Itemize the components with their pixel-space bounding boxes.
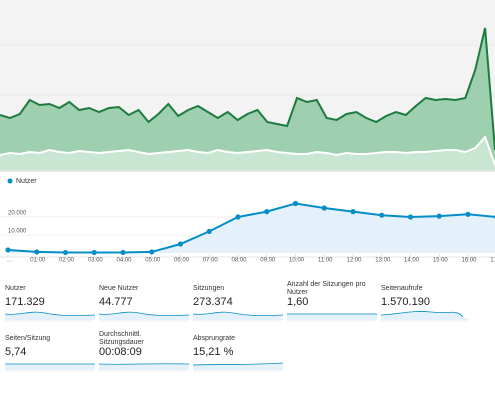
sparkline-fill — [5, 312, 95, 320]
area-line — [0, 27, 495, 151]
point — [465, 211, 471, 217]
point — [379, 212, 385, 218]
point — [177, 241, 184, 247]
metric-label: Durchschnittl. Sitzungsdauer — [99, 331, 144, 346]
point — [292, 200, 299, 207]
x-tick-label: 10:00 — [289, 258, 305, 264]
line — [7, 202, 495, 254]
point — [34, 249, 40, 255]
area-line — [0, 135, 495, 166]
y-tick-label: 10.000 — [8, 229, 27, 235]
x-tick-label: 16:00 — [461, 258, 477, 264]
metric-value: 1,60 — [287, 296, 308, 308]
metric-value: 273.374 — [193, 296, 233, 308]
metric-value: 00:08:09 — [99, 346, 142, 358]
sparkline-fill — [99, 363, 189, 370]
metric-value: 44.777 — [99, 296, 133, 308]
x-tick-label: 05:00 — [145, 258, 161, 264]
metric-label: Sitzungen — [193, 285, 224, 292]
x-tick-label: 03:00 — [88, 258, 104, 264]
point — [436, 213, 442, 219]
point — [5, 247, 11, 253]
point — [206, 228, 212, 234]
metric-label: Seiten/Sitzung — [5, 335, 50, 342]
point — [264, 209, 270, 215]
x-tick-label: 07:00 — [203, 258, 219, 264]
sparkline-fill — [5, 364, 95, 370]
area-fill — [0, 137, 495, 170]
x-tick-label: 12:00 — [346, 258, 362, 264]
point — [321, 205, 327, 211]
legend-dot — [7, 178, 13, 184]
x-tick-label: 13:00 — [375, 258, 391, 264]
x-tick-label: 11:00 — [318, 258, 333, 264]
x-tick-label: 02:00 — [59, 258, 75, 264]
sparkline — [192, 311, 284, 316]
metric-label: Nutzer — [5, 285, 26, 292]
point — [62, 249, 69, 256]
metric-label: Neue Nutzer — [99, 285, 139, 292]
metric-label: Absprungrate — [193, 335, 235, 342]
point — [120, 249, 126, 256]
sparkline-fill — [99, 312, 189, 320]
x-tick-label: 15:00 — [433, 258, 449, 264]
x-tick-label: 06:00 — [174, 258, 190, 264]
x-tick-label: 08:00 — [231, 258, 247, 264]
area-fill — [0, 28, 495, 170]
x-tick-label: 09:00 — [260, 258, 276, 264]
metric-value: 171.329 — [5, 296, 45, 308]
x-tick-label: ... — [7, 258, 12, 264]
metric-label: Anzahl der Sitzungen pro Nutzer — [287, 281, 366, 296]
point — [91, 249, 97, 256]
sparkline — [4, 311, 96, 316]
metric-value: 15,21 % — [193, 346, 234, 358]
sparkline-fill — [193, 312, 283, 320]
sparkline — [380, 311, 464, 318]
x-tick-label: 04:00 — [116, 258, 132, 264]
point — [149, 249, 155, 255]
sparkline — [192, 362, 284, 366]
sparkline-fill — [287, 314, 377, 320]
x-tick-label: 01:00 — [30, 258, 46, 264]
metric-value: 1.570.190 — [381, 296, 430, 308]
x-tick-label: 17:00 — [490, 258, 495, 264]
sparkline — [98, 363, 190, 365]
y-tick-label: 20.000 — [8, 211, 27, 217]
sparkline-fill — [381, 311, 471, 320]
point — [350, 209, 356, 215]
point — [235, 214, 241, 220]
line-area — [8, 203, 495, 253]
point — [407, 214, 414, 220]
sparkline — [98, 311, 190, 316]
legend-label: Nutzer — [16, 178, 37, 185]
metric-value: 5,74 — [5, 346, 26, 358]
metric-label: Seitenaufrufe — [381, 285, 423, 292]
x-tick-label: 14:00 — [404, 258, 420, 264]
